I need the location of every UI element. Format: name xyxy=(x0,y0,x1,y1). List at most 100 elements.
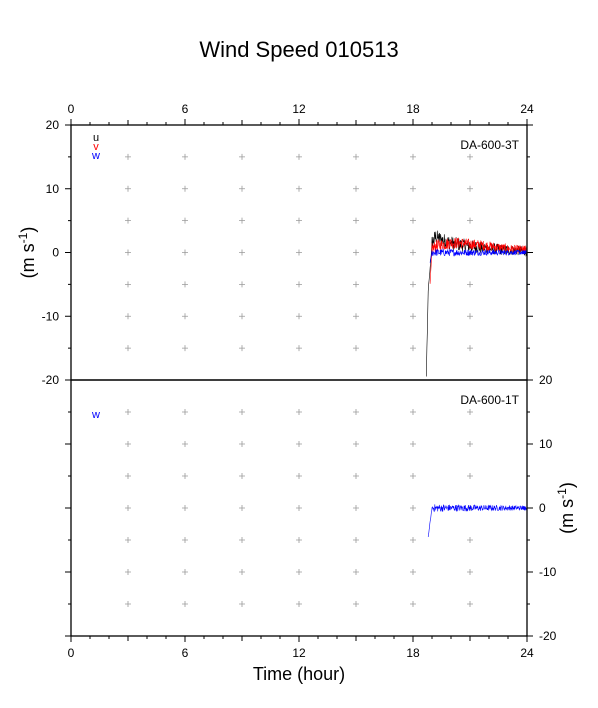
grid-cross xyxy=(239,473,245,479)
y-tick-label: 10 xyxy=(539,437,553,451)
y-tick-label: -20 xyxy=(539,629,557,643)
grid-cross xyxy=(125,281,131,288)
grid-cross xyxy=(353,569,359,575)
grid-cross xyxy=(410,505,416,511)
grid-cross xyxy=(467,185,473,192)
x-tick-label-top: 24 xyxy=(520,102,534,116)
grid-cross xyxy=(239,153,245,160)
grid-cross xyxy=(296,153,302,160)
grid-cross xyxy=(182,217,188,224)
chart-title: Wind Speed 010513 xyxy=(199,37,398,62)
legend-entry-w: w xyxy=(91,409,100,421)
grid-cross xyxy=(410,473,416,479)
grid-cross xyxy=(239,505,245,511)
grid-cross xyxy=(296,281,302,288)
grid-cross xyxy=(296,345,302,352)
legend-entry-u: u xyxy=(93,132,99,144)
x-tick-label-top: 12 xyxy=(292,102,306,116)
grid-cross xyxy=(353,313,359,320)
grid-cross xyxy=(296,601,302,607)
grid-cross xyxy=(239,217,245,224)
grid-cross xyxy=(125,441,131,447)
grid-cross xyxy=(353,473,359,479)
y-axis-title: (m s-1) xyxy=(16,227,38,279)
grid-cross xyxy=(239,185,245,192)
grid-cross xyxy=(467,569,473,575)
grid-cross xyxy=(239,313,245,320)
grid-cross xyxy=(182,441,188,447)
series-end-point xyxy=(522,247,526,252)
x-tick-label-top: 0 xyxy=(68,102,75,116)
grid-cross xyxy=(353,217,359,224)
grid-cross xyxy=(410,409,416,415)
y-tick-label: 10 xyxy=(46,182,60,196)
grid-cross xyxy=(467,473,473,479)
grid-cross xyxy=(353,409,359,415)
grid-cross xyxy=(239,441,245,447)
grid-cross xyxy=(467,313,473,320)
grid-cross xyxy=(296,537,302,543)
grid-cross xyxy=(410,185,416,192)
series-line-v xyxy=(429,237,528,284)
grid-cross xyxy=(125,601,131,607)
grid-cross xyxy=(125,473,131,479)
station-label: DA-600-1T xyxy=(460,393,519,407)
series-w-panel-1 xyxy=(427,504,528,538)
grid-cross xyxy=(410,601,416,607)
series-line-w xyxy=(429,248,528,263)
grid-cross xyxy=(182,537,188,543)
grid-cross xyxy=(239,281,245,288)
grid-cross xyxy=(239,345,245,352)
grid-cross xyxy=(182,153,188,160)
x-tick-label-bottom: 24 xyxy=(520,646,534,660)
grid-cross xyxy=(182,505,188,511)
grid-cross xyxy=(296,185,302,192)
grid-cross xyxy=(353,441,359,447)
grid-cross xyxy=(296,313,302,320)
grid-cross xyxy=(239,569,245,575)
grid-cross xyxy=(182,249,188,256)
grid-cross xyxy=(353,345,359,352)
x-tick-label-bottom: 0 xyxy=(68,646,75,660)
grid-cross xyxy=(182,313,188,320)
grid-cross xyxy=(410,153,416,160)
grid-cross xyxy=(467,537,473,543)
grid-cross xyxy=(182,569,188,575)
grid-cross xyxy=(353,249,359,256)
grid-cross xyxy=(353,281,359,288)
grid-cross xyxy=(182,345,188,352)
y-tick-label: -20 xyxy=(42,373,60,387)
x-tick-label-top: 6 xyxy=(182,102,189,116)
grid-cross xyxy=(467,441,473,447)
grid-cross xyxy=(410,281,416,288)
grid-cross xyxy=(410,441,416,447)
x-tick-label-bottom: 12 xyxy=(292,646,306,660)
grid-cross xyxy=(410,313,416,320)
grid-cross xyxy=(182,601,188,607)
grid-cross xyxy=(467,281,473,288)
panel-1: w DA-600-1T 20 10 0 -10 -20 (m s-1) xyxy=(65,373,577,643)
grid-cross xyxy=(353,537,359,543)
grid-cross xyxy=(125,313,131,320)
grid-cross xyxy=(296,249,302,256)
grid-cross xyxy=(125,537,131,543)
grid-cross xyxy=(410,217,416,224)
grid-cross xyxy=(296,569,302,575)
grid-cross xyxy=(239,409,245,415)
grid-cross xyxy=(296,409,302,415)
grid-cross xyxy=(353,505,359,511)
panel-0: uvw DA-600-3T 20 10 0 -10 -20 (m s-1) xyxy=(16,118,533,387)
x-tick-label-bottom: 18 xyxy=(406,646,420,660)
grid-cross xyxy=(353,601,359,607)
x-axis-title: Time (hour) xyxy=(253,664,345,684)
grid-cross xyxy=(125,409,131,415)
grid-cross xyxy=(182,409,188,415)
grid-cross xyxy=(410,345,416,352)
grid-cross xyxy=(125,153,131,160)
y-tick-label: 0 xyxy=(52,246,59,260)
series-end-point xyxy=(522,250,526,255)
grid-cross xyxy=(467,345,473,352)
y-tick-label: 20 xyxy=(46,118,60,132)
grid-cross xyxy=(125,569,131,575)
